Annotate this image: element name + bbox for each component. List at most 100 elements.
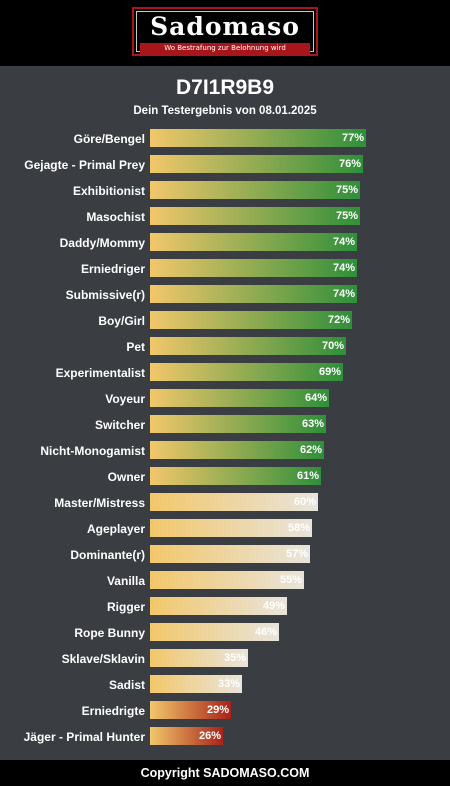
result-percent: 26% bbox=[198, 730, 221, 742]
result-percent: 69% bbox=[318, 366, 341, 378]
header: Sadomaso Wo Bestrafung zur Belohnung wir… bbox=[0, 0, 450, 66]
result-bar: 26% bbox=[150, 727, 223, 745]
result-row: Gejagte - Primal Prey 76% bbox=[0, 154, 450, 180]
result-label: Jäger - Primal Hunter bbox=[23, 730, 145, 744]
result-row: Boy/Girl 72% bbox=[0, 310, 450, 336]
result-percent: 35% bbox=[223, 652, 246, 664]
result-label: Pet bbox=[126, 340, 145, 354]
result-label: Ageplayer bbox=[86, 522, 145, 536]
result-percent: 63% bbox=[301, 418, 324, 430]
result-bar: 61% bbox=[150, 467, 321, 485]
result-bar: 70% bbox=[150, 337, 346, 355]
result-percent: 72% bbox=[327, 314, 350, 326]
result-row: Erniedriger 74% bbox=[0, 258, 450, 284]
result-row: Sklave/Sklavin 35% bbox=[0, 648, 450, 674]
result-label: Vanilla bbox=[106, 574, 145, 588]
result-bar: 64% bbox=[150, 389, 329, 407]
result-label: Sadist bbox=[108, 678, 145, 692]
result-percent: 60% bbox=[293, 496, 316, 508]
result-percent: 49% bbox=[262, 600, 285, 612]
result-bar: 75% bbox=[150, 207, 360, 225]
result-percent: 64% bbox=[304, 392, 327, 404]
result-row: Rigger 49% bbox=[0, 596, 450, 622]
result-row: Pet 70% bbox=[0, 336, 450, 362]
result-label: Rope Bunny bbox=[74, 626, 145, 640]
result-subtitle: Dein Testergebnis von 08.01.2025 bbox=[133, 105, 317, 117]
result-bar: 69% bbox=[150, 363, 343, 381]
result-percent: 70% bbox=[321, 340, 344, 352]
result-label: Voyeur bbox=[105, 392, 145, 406]
result-bar: 74% bbox=[150, 233, 357, 251]
result-row: Dominante(r) 57% bbox=[0, 544, 450, 570]
result-row: Vanilla 55% bbox=[0, 570, 450, 596]
result-bar: 49% bbox=[150, 597, 287, 615]
result-label: Erniedrigte bbox=[81, 704, 145, 718]
result-row: Ageplayer 58% bbox=[0, 518, 450, 544]
result-bar: 62% bbox=[150, 441, 324, 459]
result-row: Erniedrigte 29% bbox=[0, 700, 450, 726]
result-label: Nicht-Monogamist bbox=[40, 444, 145, 458]
result-label: Rigger bbox=[106, 600, 145, 614]
result-percent: 75% bbox=[335, 184, 358, 196]
result-label: Owner bbox=[107, 470, 145, 484]
result-percent: 76% bbox=[338, 158, 361, 170]
result-percent: 77% bbox=[341, 132, 364, 144]
result-row: Submissive(r) 74% bbox=[0, 284, 450, 310]
result-label: Master/Mistress bbox=[54, 496, 145, 510]
result-bar: 77% bbox=[150, 129, 366, 147]
result-percent: 46% bbox=[254, 626, 277, 638]
result-row: Exhibitionist 75% bbox=[0, 180, 450, 206]
result-bar: 75% bbox=[150, 181, 360, 199]
result-percent: 74% bbox=[332, 236, 355, 248]
result-label: Exhibitionist bbox=[73, 184, 145, 198]
result-percent: 55% bbox=[279, 574, 302, 586]
result-row: Jäger - Primal Hunter 26% bbox=[0, 726, 450, 752]
result-code: D7I1R9B9 bbox=[175, 76, 275, 99]
result-row: Sadist 33% bbox=[0, 674, 450, 700]
result-bar: 57% bbox=[150, 545, 310, 563]
result-row: Master/Mistress 60% bbox=[0, 492, 450, 518]
result-bar: 58% bbox=[150, 519, 312, 537]
result-label: Masochist bbox=[86, 210, 145, 224]
result-row: Experimentalist 69% bbox=[0, 362, 450, 388]
result-label: Daddy/Mommy bbox=[59, 236, 145, 250]
result-percent: 61% bbox=[296, 470, 319, 482]
result-bar: 74% bbox=[150, 285, 357, 303]
result-bar: 29% bbox=[150, 701, 231, 719]
result-bar: 60% bbox=[150, 493, 318, 511]
result-bar: 33% bbox=[150, 675, 242, 693]
result-label: Gejagte - Primal Prey bbox=[24, 158, 145, 172]
result-row: Daddy/Mommy 74% bbox=[0, 232, 450, 258]
footer-copyright: Copyright SADOMASO.COM bbox=[0, 760, 450, 786]
result-bar: 72% bbox=[150, 311, 352, 329]
result-bar-chart: Göre/Bengel 77% Gejagte - Primal Prey 76% Ex… bbox=[0, 128, 450, 752]
result-label: Erniedriger bbox=[80, 262, 145, 276]
result-label: Experimentalist bbox=[55, 366, 145, 380]
result-row: Owner 61% bbox=[0, 466, 450, 492]
result-percent: 29% bbox=[206, 704, 229, 716]
result-label: Göre/Bengel bbox=[73, 132, 145, 146]
result-bar: 63% bbox=[150, 415, 326, 433]
site-logo[interactable]: Sadomaso Wo Bestrafung zur Belohnung wir… bbox=[132, 7, 318, 56]
result-percent: 62% bbox=[299, 444, 322, 456]
result-label: Switcher bbox=[94, 418, 145, 432]
result-bar: 35% bbox=[150, 649, 248, 667]
result-percent: 33% bbox=[217, 678, 240, 690]
result-bar: 74% bbox=[150, 259, 357, 277]
result-row: Göre/Bengel 77% bbox=[0, 128, 450, 154]
result-label: Boy/Girl bbox=[98, 314, 145, 328]
result-percent: 75% bbox=[335, 210, 358, 222]
result-bar: 76% bbox=[150, 155, 363, 173]
result-row: Voyeur 64% bbox=[0, 388, 450, 414]
result-percent: 57% bbox=[285, 548, 308, 560]
result-label: Sklave/Sklavin bbox=[61, 652, 145, 666]
result-bar: 55% bbox=[150, 571, 304, 589]
result-percent: 74% bbox=[332, 262, 355, 274]
result-row: Masochist 75% bbox=[0, 206, 450, 232]
result-row: Nicht-Monogamist 62% bbox=[0, 440, 450, 466]
result-label: Submissive(r) bbox=[65, 288, 145, 302]
logo-title: Sadomaso bbox=[150, 12, 300, 41]
result-row: Rope Bunny 46% bbox=[0, 622, 450, 648]
result-bar: 46% bbox=[150, 623, 279, 641]
result-percent: 74% bbox=[332, 288, 355, 300]
